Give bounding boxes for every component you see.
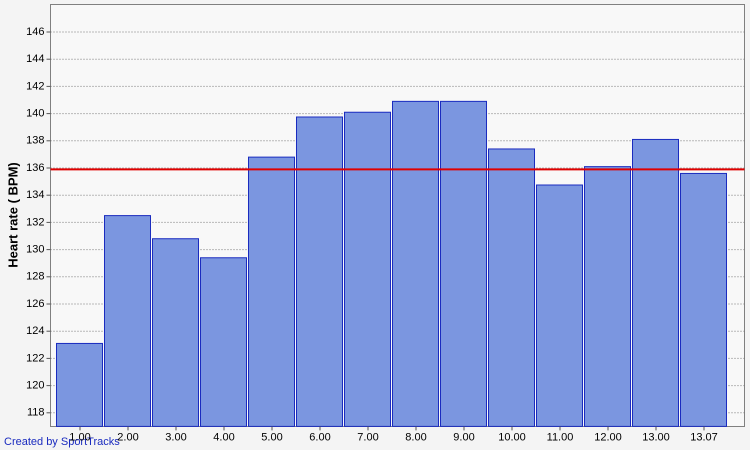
bar bbox=[200, 257, 247, 427]
x-tick-label: 12.00 bbox=[594, 431, 622, 443]
x-tick-label: 5.00 bbox=[261, 431, 282, 443]
y-tick-label: 136 bbox=[26, 162, 44, 174]
y-tick-label: 118 bbox=[27, 407, 45, 419]
x-tick-label: 6.00 bbox=[309, 431, 330, 443]
x-tick-label: 13.07 bbox=[690, 431, 718, 443]
y-tick-label: 126 bbox=[26, 298, 44, 310]
x-tick-label: 13.00 bbox=[642, 431, 670, 443]
y-tick-label: 120 bbox=[26, 380, 44, 392]
bar bbox=[152, 238, 199, 427]
x-tick-label: 2.00 bbox=[117, 431, 138, 443]
bar bbox=[344, 111, 391, 427]
x-tick-label: 10.00 bbox=[498, 431, 526, 443]
x-tick-label: 3.00 bbox=[165, 431, 186, 443]
bar bbox=[536, 184, 583, 427]
y-axis-label: Heart rate ( BPM) bbox=[5, 162, 20, 267]
x-tick-label: 8.00 bbox=[405, 431, 426, 443]
bar bbox=[584, 166, 631, 427]
x-tick-label: 1.00 bbox=[69, 431, 90, 443]
x-tick-label: 9.00 bbox=[453, 431, 474, 443]
bar bbox=[488, 148, 535, 427]
y-tick-label: 124 bbox=[26, 325, 44, 337]
x-tick-label: 7.00 bbox=[357, 431, 378, 443]
footer: Created by SportTracks bbox=[4, 436, 120, 448]
x-tick-label: 4.00 bbox=[213, 431, 234, 443]
bar bbox=[392, 100, 439, 427]
y-tick-label: 146 bbox=[26, 26, 44, 38]
y-tick-label: 138 bbox=[26, 135, 44, 147]
bar bbox=[680, 172, 727, 427]
y-tick-label: 140 bbox=[26, 108, 44, 120]
y-tick-label: 128 bbox=[26, 271, 44, 283]
y-tick-label: 122 bbox=[26, 352, 44, 364]
bar bbox=[296, 116, 343, 427]
y-tick-label: 142 bbox=[26, 80, 44, 92]
y-tick-label: 134 bbox=[26, 189, 44, 201]
y-tick-label: 132 bbox=[26, 216, 44, 228]
bar bbox=[440, 100, 487, 427]
x-tick-label: 11.00 bbox=[547, 431, 574, 443]
y-tick-label: 144 bbox=[26, 53, 44, 65]
bar bbox=[248, 156, 295, 427]
y-tick-label: 130 bbox=[26, 244, 44, 256]
bar bbox=[632, 138, 679, 427]
bar bbox=[104, 215, 151, 427]
bar bbox=[56, 342, 103, 427]
